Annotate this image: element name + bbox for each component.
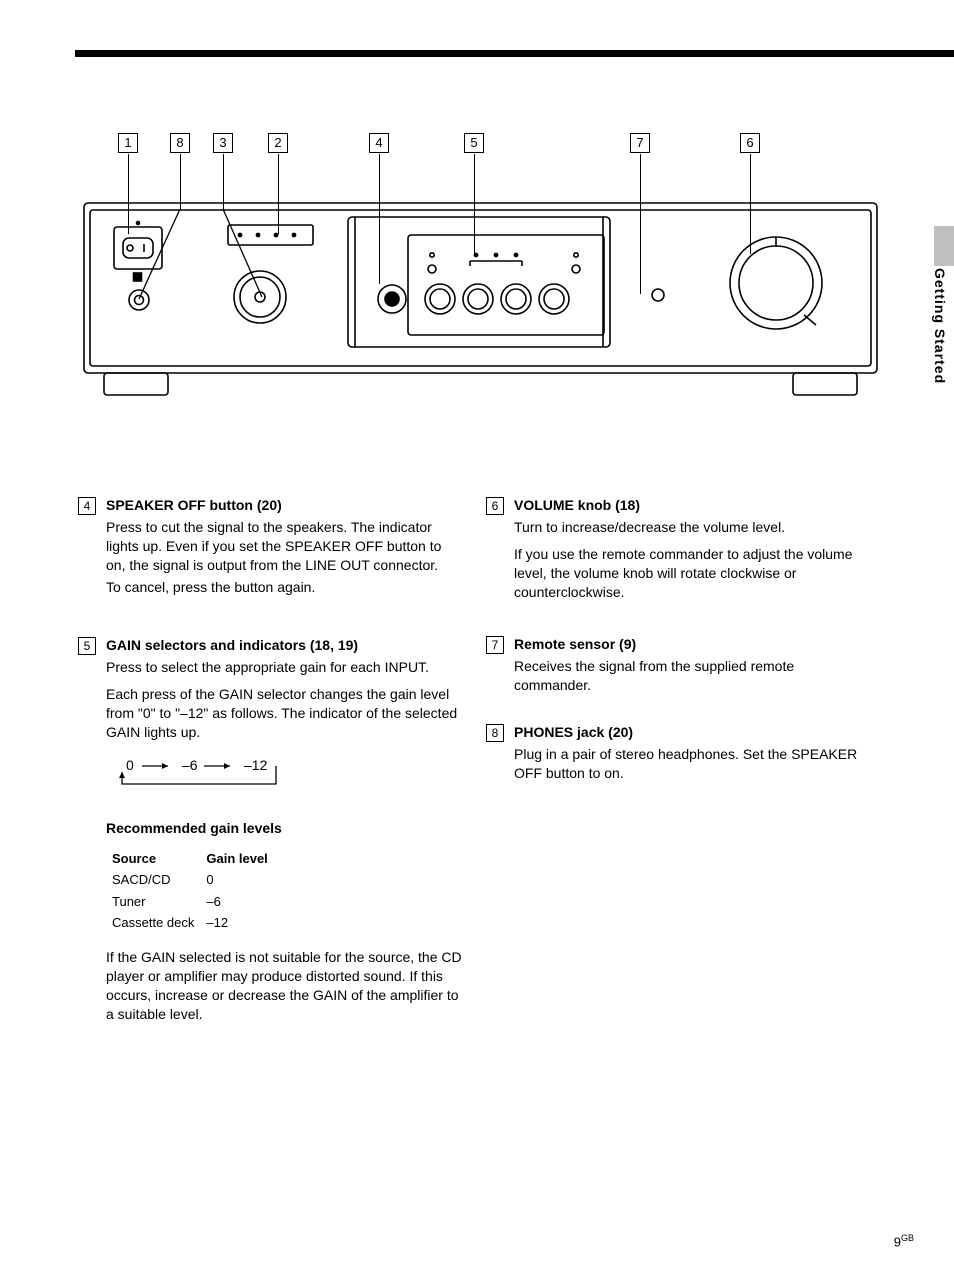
- left-col: 4 SPEAKER OFF button (20) Press to cut t…: [80, 496, 462, 1051]
- table-row: Tuner –6: [106, 891, 274, 913]
- item-5-num: 5: [78, 637, 96, 655]
- right-col: 6 VOLUME knob (18) Turn to increase/decr…: [488, 496, 870, 811]
- item-4-title: SPEAKER OFF button (20): [106, 496, 462, 515]
- item-5-body: Press to select the appropriate gain for…: [106, 658, 462, 677]
- gain-r3c1: –12: [200, 912, 273, 934]
- item-6-block: 6 VOLUME knob (18) Turn to increase/decr…: [488, 496, 870, 601]
- side-tab: [934, 226, 954, 266]
- side-tab-label: Getting Started: [932, 268, 948, 384]
- table-row: Source Gain level: [106, 848, 274, 870]
- item-4-tail: To cancel, press the button again.: [106, 578, 462, 597]
- callout-6: 6: [740, 133, 760, 153]
- gain-r3c0: Cassette deck: [106, 912, 200, 934]
- item-7-num: 7: [486, 636, 504, 654]
- seq-12: –12: [244, 757, 268, 773]
- gain-r1c1: 0: [200, 869, 273, 891]
- lead-3b: [222, 209, 272, 299]
- gain-r2c0: Tuner: [106, 891, 200, 913]
- callout-3: 3: [213, 133, 233, 153]
- gain-table-title: Recommended gain levels: [106, 819, 462, 838]
- item-7-body: Receives the signal from the supplied re…: [514, 657, 870, 695]
- gain-r1c0: SACD/CD: [106, 869, 200, 891]
- gain-h1: Gain level: [200, 848, 273, 870]
- page-number: 9GB: [894, 1233, 914, 1249]
- item-8-num: 8: [486, 724, 504, 742]
- item-5-body2: Each press of the GAIN selector changes …: [106, 685, 462, 742]
- item-4-num: 4: [78, 497, 96, 515]
- item-6-num: 6: [486, 497, 504, 515]
- item-5-block: 5 GAIN selectors and indicators (18, 19)…: [80, 636, 462, 1023]
- callout-4: 4: [369, 133, 389, 153]
- callout-7: 7: [630, 133, 650, 153]
- seq-6: –6: [182, 757, 198, 773]
- callout-1: 1: [118, 133, 138, 153]
- callout-2: 2: [268, 133, 288, 153]
- section-rule: [75, 50, 954, 57]
- amplifier-diagram: [78, 195, 883, 420]
- gain-h0: Source: [106, 848, 200, 870]
- item-8-body: Plug in a pair of stereo headphones. Set…: [514, 745, 870, 783]
- gain-r2c1: –6: [200, 891, 273, 913]
- table-row: Cassette deck –12: [106, 912, 274, 934]
- gain-sequence: 0 –6 –12: [106, 756, 296, 800]
- item-5-title: GAIN selectors and indicators (18, 19): [106, 636, 462, 655]
- item-8-block: 8 PHONES jack (20) Plug in a pair of ste…: [488, 723, 870, 783]
- lead-8b: [130, 209, 190, 309]
- seq-0: 0: [126, 757, 134, 773]
- item-6-body: Turn to increase/decrease the volume lev…: [514, 518, 870, 537]
- item-8-title: PHONES jack (20): [514, 723, 870, 742]
- item-4-block: 4 SPEAKER OFF button (20) Press to cut t…: [80, 496, 462, 596]
- item-6-title: VOLUME knob (18): [514, 496, 870, 515]
- item-4-body: Press to cut the signal to the speakers.…: [106, 518, 462, 575]
- item-5-tail: If the GAIN selected is not suitable for…: [106, 948, 462, 1024]
- table-row: SACD/CD 0: [106, 869, 274, 891]
- gain-table: Source Gain level SACD/CD 0 Tuner –6 Cas…: [106, 848, 274, 934]
- item-6-body2: If you use the remote commander to adjus…: [514, 545, 870, 602]
- item-7-block: 7 Remote sensor (9) Receives the signal …: [488, 635, 870, 695]
- callout-8: 8: [170, 133, 190, 153]
- item-7-title: Remote sensor (9): [514, 635, 870, 654]
- callout-5: 5: [464, 133, 484, 153]
